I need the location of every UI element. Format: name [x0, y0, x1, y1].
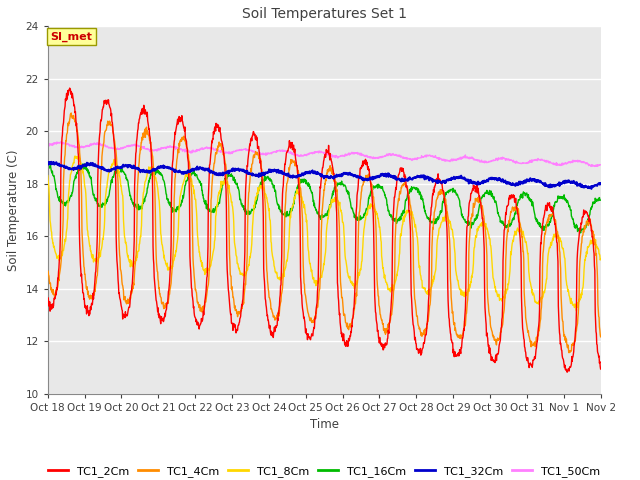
TC1_2Cm: [483, 333, 490, 338]
TC1_8Cm: [483, 225, 490, 230]
Line: TC1_32Cm: TC1_32Cm: [48, 162, 600, 189]
TC1_4Cm: [167, 280, 175, 286]
TC1_32Cm: [588, 186, 595, 192]
Line: TC1_4Cm: TC1_4Cm: [48, 113, 600, 353]
TC1_32Cm: [596, 180, 604, 186]
TC1_8Cm: [154, 185, 161, 191]
TC1_32Cm: [167, 166, 175, 171]
Line: TC1_8Cm: TC1_8Cm: [48, 156, 600, 311]
TC1_2Cm: [410, 329, 418, 335]
TC1_32Cm: [44, 161, 52, 167]
TC1_4Cm: [596, 334, 604, 340]
TC1_32Cm: [229, 166, 237, 171]
TC1_2Cm: [229, 327, 237, 333]
TC1_16Cm: [44, 164, 52, 169]
TC1_2Cm: [66, 85, 74, 91]
TC1_8Cm: [410, 218, 418, 224]
TC1_16Cm: [81, 161, 88, 167]
TC1_16Cm: [596, 197, 604, 203]
X-axis label: Time: Time: [310, 418, 339, 431]
Title: Soil Temperatures Set 1: Soil Temperatures Set 1: [242, 7, 406, 21]
Line: TC1_2Cm: TC1_2Cm: [48, 88, 600, 372]
TC1_32Cm: [410, 175, 418, 180]
TC1_32Cm: [154, 166, 161, 171]
TC1_4Cm: [67, 110, 75, 116]
TC1_32Cm: [47, 159, 55, 165]
TC1_16Cm: [577, 230, 584, 236]
TC1_32Cm: [483, 179, 490, 184]
TC1_4Cm: [410, 288, 418, 294]
TC1_4Cm: [531, 344, 539, 349]
TC1_50Cm: [154, 147, 161, 153]
TC1_4Cm: [44, 268, 52, 274]
TC1_2Cm: [44, 298, 52, 303]
TC1_8Cm: [167, 265, 175, 271]
TC1_50Cm: [229, 150, 237, 156]
TC1_50Cm: [531, 157, 539, 163]
TC1_50Cm: [44, 143, 52, 149]
TC1_16Cm: [229, 175, 237, 180]
TC1_16Cm: [154, 168, 161, 174]
Line: TC1_50Cm: TC1_50Cm: [48, 142, 600, 167]
TC1_50Cm: [591, 164, 598, 169]
Line: TC1_16Cm: TC1_16Cm: [48, 164, 600, 233]
TC1_8Cm: [229, 208, 237, 214]
TC1_8Cm: [44, 173, 52, 179]
TC1_16Cm: [410, 184, 418, 190]
TC1_50Cm: [167, 144, 175, 150]
TC1_16Cm: [167, 203, 175, 208]
TC1_8Cm: [596, 256, 604, 262]
TC1_50Cm: [410, 156, 418, 162]
Legend: TC1_2Cm, TC1_4Cm, TC1_8Cm, TC1_16Cm, TC1_32Cm, TC1_50Cm: TC1_2Cm, TC1_4Cm, TC1_8Cm, TC1_16Cm, TC1…: [44, 462, 605, 480]
TC1_2Cm: [531, 355, 539, 361]
TC1_16Cm: [483, 191, 490, 196]
TC1_2Cm: [563, 369, 571, 375]
TC1_50Cm: [596, 162, 604, 168]
TC1_8Cm: [71, 153, 79, 159]
TC1_4Cm: [154, 269, 161, 275]
TC1_2Cm: [167, 242, 175, 248]
TC1_4Cm: [565, 350, 573, 356]
TC1_50Cm: [483, 159, 490, 165]
TC1_4Cm: [483, 245, 490, 251]
TC1_16Cm: [531, 216, 539, 221]
TC1_2Cm: [154, 309, 161, 314]
TC1_50Cm: [57, 139, 65, 145]
Y-axis label: Soil Temperature (C): Soil Temperature (C): [7, 149, 20, 271]
TC1_8Cm: [573, 308, 580, 313]
TC1_32Cm: [531, 179, 539, 184]
TC1_4Cm: [229, 294, 237, 300]
Text: SI_met: SI_met: [51, 32, 92, 42]
TC1_8Cm: [531, 299, 539, 305]
TC1_2Cm: [596, 366, 604, 372]
